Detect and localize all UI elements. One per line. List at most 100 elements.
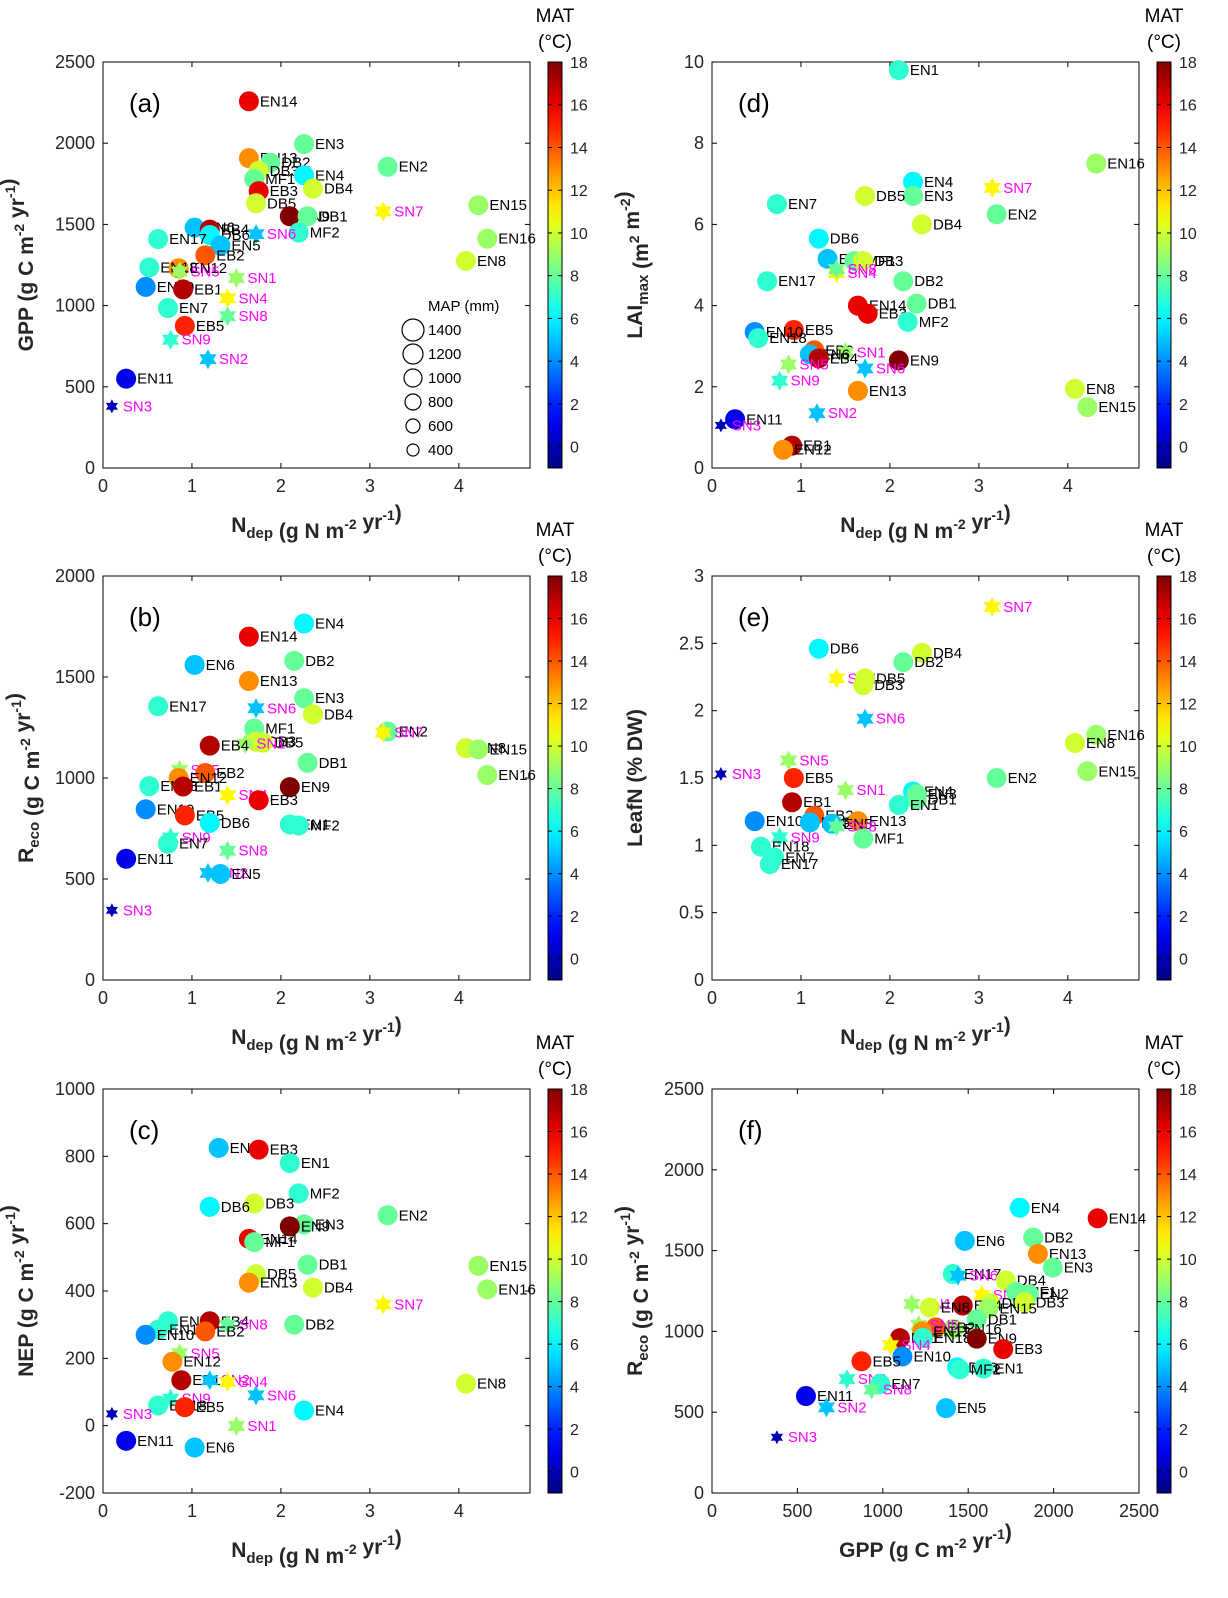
circle-marker-en10 [135, 1324, 156, 1345]
colorbar-tick-label: 8 [570, 269, 579, 286]
y-tick-label: 0 [694, 1483, 704, 1503]
star-marker-sn8 [827, 259, 846, 280]
circle-marker-en18 [139, 257, 160, 278]
circle-marker-eb4 [199, 735, 220, 756]
y-tick-label: 1000 [55, 1079, 95, 1099]
point-label-mf1: MF1 [265, 171, 295, 188]
point-label-en4: EN4 [924, 783, 953, 800]
map-legend-label: 1200 [428, 346, 461, 363]
panel-letter: (c) [129, 1115, 159, 1145]
axis-label-part: max [635, 274, 652, 305]
colorbar-tick-label: 4 [570, 1380, 579, 1397]
star-marker-sn4 [827, 668, 846, 689]
point-label-sn6: SN6 [267, 226, 296, 243]
x-tick-label: 3 [974, 988, 984, 1008]
star-marker-sn4 [881, 1335, 900, 1356]
circle-marker-db3 [853, 250, 874, 271]
x-tick-label: 0 [98, 1501, 108, 1521]
y-axis-label: NEP (g C m-2 yr-1) [0, 1205, 38, 1377]
y-tick-label: 2000 [55, 566, 95, 586]
point-label-sn3: SN3 [732, 417, 761, 434]
axis-label-part: GPP (g C m [839, 1539, 954, 1562]
circle-marker-en15 [1077, 761, 1098, 782]
point-label-en2: EN2 [1008, 206, 1037, 223]
colorbar-tick-label: 14 [1179, 1167, 1197, 1184]
point-label-eb4: EB4 [221, 738, 249, 755]
y-tick-label: 8 [694, 133, 704, 153]
colorbar-tick-label: 12 [1179, 1210, 1197, 1227]
colorbar-tick-label: 18 [570, 55, 588, 72]
circle-marker-en3 [294, 688, 315, 709]
y-tick-label: 0.5 [679, 903, 704, 923]
axis-label-part: yr [6, 198, 29, 224]
point-label-db5: DB5 [274, 735, 303, 752]
axis-label-part: -2 [953, 516, 966, 532]
circle-marker-db1 [297, 752, 318, 773]
point-label-db4: DB4 [324, 1280, 353, 1297]
circle-marker-en13 [847, 811, 868, 832]
circle-marker-en12 [162, 1351, 183, 1372]
point-label-en7: EN7 [788, 196, 817, 213]
star-marker-sn2 [817, 1397, 836, 1418]
star-marker-sn3 [770, 1430, 783, 1445]
y-tick-label: 2 [694, 377, 704, 397]
axis-label-part: -1 [382, 1532, 395, 1548]
point-label-en5: EN5 [957, 1400, 986, 1417]
x-tick-label: 4 [1063, 988, 1073, 1008]
point-label-eb1: EB1 [194, 778, 222, 795]
star-marker-sn1 [836, 780, 855, 801]
point-label-en7: EN7 [179, 300, 208, 317]
axis-label-part: -2 [17, 738, 33, 751]
point-label-sn8: SN8 [239, 843, 268, 860]
point-label-en17: EN17 [169, 698, 207, 715]
circle-marker-db6 [199, 1196, 220, 1217]
point-label-db1: DB1 [928, 296, 957, 313]
star-marker-sn9 [770, 370, 789, 391]
circle-marker-eb2 [195, 245, 216, 266]
point-label-db1: DB1 [988, 1311, 1017, 1328]
circle-marker-en18 [750, 836, 771, 857]
y-tick-label: 1500 [664, 1241, 704, 1261]
point-label-eb1: EB1 [194, 281, 222, 298]
star-marker-sn9 [838, 1369, 856, 1390]
circle-marker-eb5 [783, 768, 804, 788]
axis-label-part: dep [855, 1037, 882, 1054]
star-marker-sn1 [227, 268, 246, 288]
x-tick-label: 1 [187, 988, 197, 1008]
circle-marker-en6 [954, 1230, 975, 1251]
point-label-eb3: EB3 [1014, 1341, 1042, 1358]
point-label-sn3: SN3 [788, 1429, 817, 1446]
circle-marker-eb5 [174, 805, 195, 826]
circle-marker-db2 [893, 271, 914, 292]
axis-label-part: yr [357, 1536, 383, 1559]
axis-label-part: ) [612, 1206, 635, 1213]
circle-marker-en12 [773, 439, 794, 460]
point-label-sn6: SN6 [969, 1268, 998, 1285]
point-label-en15: EN15 [1098, 399, 1136, 416]
circle-marker-en6 [799, 812, 820, 833]
star-marker-sn9 [161, 1388, 180, 1409]
colorbar-title: MAT [1145, 6, 1184, 27]
circle-marker-en4 [294, 613, 315, 634]
circle-marker-en11 [116, 848, 137, 869]
point-label-en2: EN2 [399, 159, 428, 176]
circle-marker-en13 [1027, 1243, 1048, 1264]
axis-label-part: yr [967, 1530, 993, 1553]
point-label-en3: EN3 [924, 188, 953, 205]
point-label-sn8: SN8 [239, 308, 268, 325]
colorbar-tick-label: 18 [1179, 1082, 1197, 1099]
circle-marker-db2 [284, 1314, 305, 1335]
colorbar-unit: (°C) [1147, 546, 1181, 567]
x-axis-label: GPP (g C m-2 yr-1) [839, 1521, 1012, 1562]
colorbar-title: MAT [536, 6, 575, 27]
axis-label-part: N [231, 1026, 246, 1049]
axis-label-part: N [231, 1539, 246, 1562]
axis-label-part: -1 [2, 185, 18, 198]
y-tick-label: 0 [85, 970, 95, 990]
point-label-sn9: SN9 [182, 332, 211, 349]
star-marker-sn1 [236, 733, 254, 754]
point-label-sn5: SN5 [191, 263, 220, 280]
plot-area-frame [711, 61, 1140, 469]
x-axis-label: Ndep (g N m-2 yr-1) [840, 502, 1011, 543]
point-label-db4: DB4 [324, 706, 353, 723]
